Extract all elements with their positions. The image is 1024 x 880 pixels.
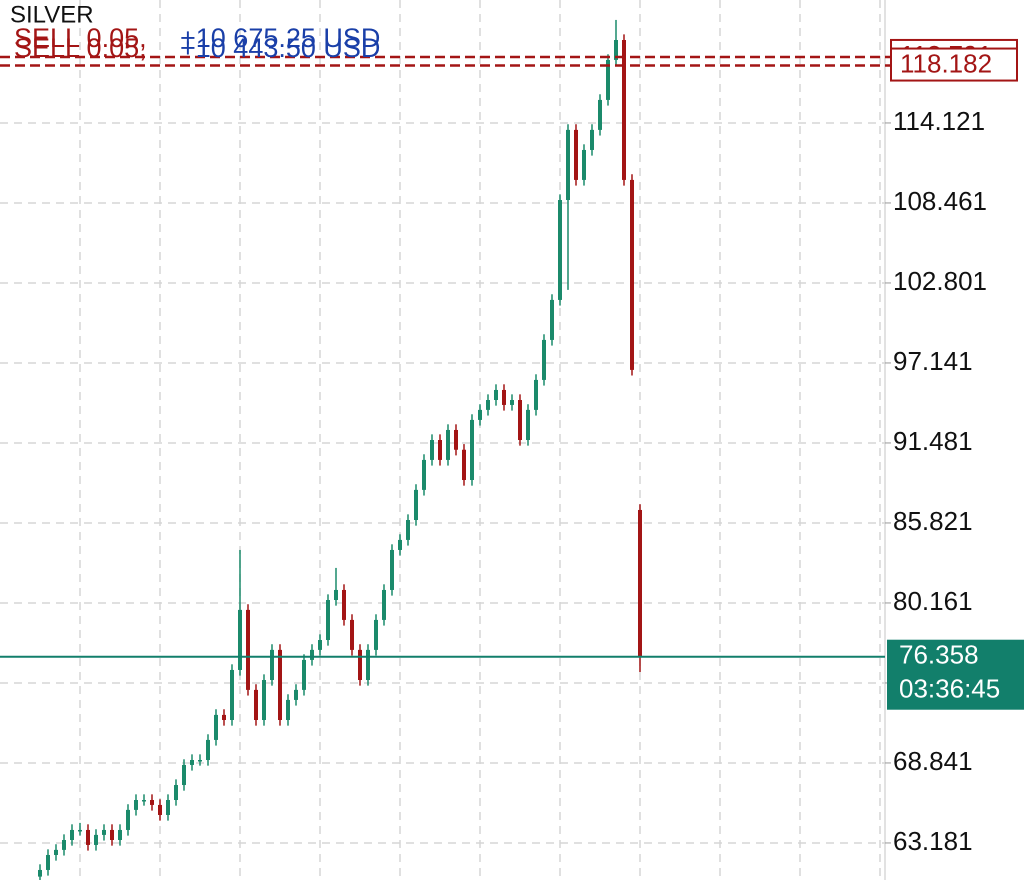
- candle-body: [198, 760, 202, 762]
- candle-body: [86, 829, 90, 845]
- candle-body: [62, 840, 66, 850]
- candle-body: [526, 409, 530, 440]
- y-tick-label: 91.481: [893, 426, 973, 456]
- candle-body: [54, 849, 58, 855]
- candle-body: [350, 619, 354, 650]
- chart-title: SILVER: [10, 1, 94, 28]
- candle-body: [206, 739, 210, 760]
- countdown-label: 03:36:45: [899, 674, 1000, 704]
- candle-body: [510, 400, 514, 405]
- candle-body: [502, 389, 506, 405]
- candle-body: [542, 339, 546, 380]
- candle-body: [438, 440, 442, 460]
- candle-body: [406, 520, 410, 540]
- candle-body: [286, 699, 290, 720]
- price-label: 118.182: [900, 48, 992, 78]
- candle-body: [182, 764, 186, 786]
- candle-body: [150, 800, 154, 805]
- candle-body: [110, 829, 114, 840]
- candle-body: [118, 829, 122, 840]
- candle-body: [430, 440, 434, 460]
- order-side: SELL 0.05,: [14, 33, 147, 63]
- candle-body: [158, 804, 162, 815]
- candle-body: [270, 649, 274, 680]
- price-label-box: [890, 47, 1018, 82]
- y-tick-label: 108.461: [893, 186, 987, 216]
- candle-body: [582, 149, 586, 180]
- candle-body: [614, 40, 618, 60]
- candle-body: [102, 829, 106, 835]
- y-tick-label: 68.841: [893, 746, 973, 776]
- candle-body: [166, 800, 170, 815]
- candle-body: [638, 509, 642, 657]
- candle-body: [486, 400, 490, 410]
- candle-body: [630, 179, 634, 370]
- y-tick-label: 114.121: [893, 106, 985, 136]
- candle-body: [214, 714, 218, 740]
- candle-body: [134, 800, 138, 810]
- candle-body: [46, 854, 50, 870]
- candle-body: [590, 129, 594, 150]
- candle-body: [262, 680, 266, 720]
- candle-body: [38, 869, 42, 877]
- candle-body: [470, 419, 474, 480]
- candle-body: [94, 834, 98, 845]
- candle-body: [334, 589, 338, 600]
- candle-body: [446, 429, 450, 460]
- candle-body: [422, 459, 426, 490]
- y-tick-label: 63.181: [893, 826, 973, 856]
- candle-body: [254, 689, 258, 720]
- candle-body: [366, 649, 370, 680]
- candle-body: [70, 829, 74, 840]
- candle-body: [278, 649, 282, 720]
- candle-body: [358, 649, 362, 680]
- candle-body: [174, 785, 178, 800]
- candle-body: [318, 640, 322, 650]
- order-side: SELL 0.05,: [14, 23, 147, 53]
- candle-body: [414, 489, 418, 520]
- candle-body: [78, 829, 82, 832]
- candle-body: [294, 689, 298, 700]
- candle-body: [238, 609, 242, 670]
- candle-body: [190, 760, 194, 765]
- vertical-grid: [79, 0, 881, 880]
- y-tick-label: 80.161: [893, 586, 973, 616]
- candle-body: [558, 200, 562, 300]
- candle-body: [478, 409, 482, 420]
- candle-body: [398, 539, 402, 550]
- candle-body: [302, 659, 306, 690]
- candle-body: [454, 429, 458, 450]
- candle-body: [382, 589, 386, 620]
- candle-body: [550, 299, 554, 340]
- candle-body: [390, 549, 394, 590]
- candle-body: [518, 400, 522, 440]
- candle-body: [142, 800, 146, 802]
- candle-body: [574, 129, 578, 180]
- candle-body: [622, 40, 626, 180]
- candle-body: [374, 619, 378, 650]
- current-price-label: 76.358: [899, 640, 979, 670]
- candle-body: [494, 389, 498, 400]
- candle-body: [342, 589, 346, 620]
- candle-body: [230, 669, 234, 720]
- candle-body: [310, 649, 314, 660]
- y-tick-label: 97.141: [893, 346, 973, 376]
- candle-body: [462, 449, 466, 480]
- candle-body: [246, 609, 250, 690]
- candle-body: [534, 379, 538, 410]
- candle-body: [126, 809, 130, 830]
- order-profit: +10 443.50 USD: [180, 33, 380, 63]
- candle-body: [222, 714, 226, 720]
- candle-body: [606, 59, 610, 100]
- y-tick-label: 85.821: [893, 506, 973, 536]
- current-price-box: [887, 639, 1024, 710]
- order-profit: +10 675.25 USD: [180, 23, 380, 53]
- y-tick-label: 102.801: [893, 266, 987, 296]
- candle-body: [598, 99, 602, 130]
- candle-body: [326, 600, 330, 640]
- candle-body: [566, 129, 570, 200]
